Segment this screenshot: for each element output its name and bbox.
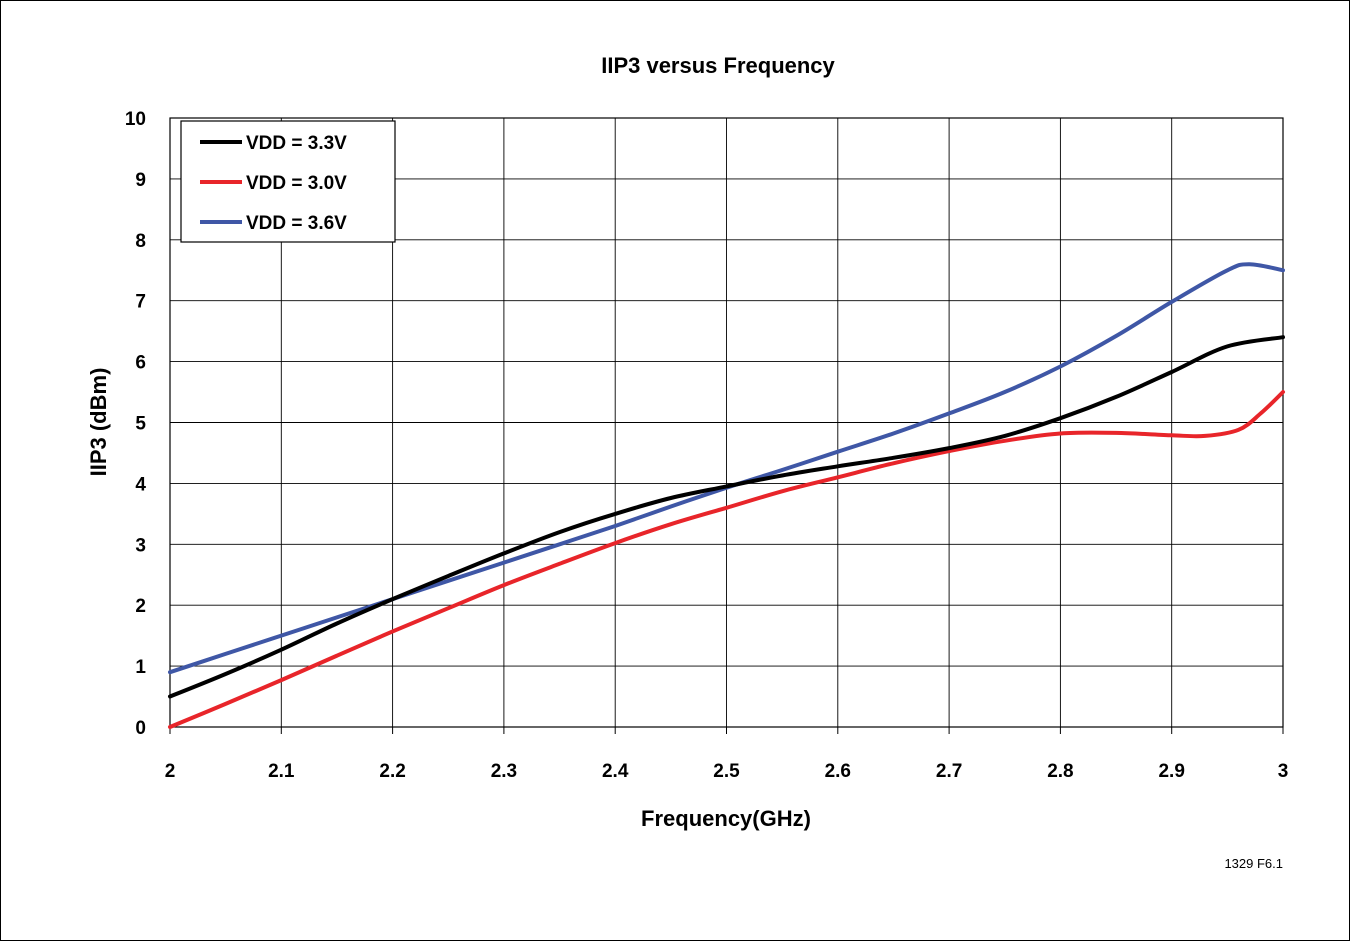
chart-title: IIP3 versus Frequency bbox=[601, 53, 835, 78]
x-tick-label: 2.8 bbox=[1047, 761, 1073, 782]
y-tick-label: 3 bbox=[135, 535, 146, 556]
y-axis-label: IIP3 (dBm) bbox=[86, 368, 111, 477]
y-tick-label: 9 bbox=[135, 170, 146, 191]
x-tick-label: 2 bbox=[165, 761, 176, 782]
y-tick-labels: 0 1 2 3 4 5 6 7 8 9 10 bbox=[125, 109, 147, 739]
y-tick-label: 10 bbox=[125, 109, 146, 130]
legend: VDD = 3.3V VDD = 3.0V VDD = 3.6V bbox=[180, 120, 396, 243]
series-lines bbox=[168, 262, 1285, 729]
x-tick-label: 3 bbox=[1278, 761, 1289, 782]
x-tick-label: 2.9 bbox=[1158, 761, 1184, 782]
figure-id-note: 1329 F6.1 bbox=[1224, 856, 1283, 871]
y-tick-label: 5 bbox=[135, 414, 146, 435]
x-tick-label: 2.3 bbox=[491, 761, 517, 782]
y-tick-label: 2 bbox=[135, 596, 146, 617]
y-tick-label: 7 bbox=[135, 292, 146, 313]
x-tick-label: 2.2 bbox=[379, 761, 405, 782]
legend-label-2: VDD = 3.6V bbox=[246, 213, 347, 234]
legend-label-1: VDD = 3.0V bbox=[246, 173, 347, 194]
x-tick-label: 2.6 bbox=[825, 761, 851, 782]
legend-label-0: VDD = 3.3V bbox=[246, 133, 347, 154]
x-axis-label: Frequency(GHz) bbox=[641, 806, 811, 831]
y-tick-label: 4 bbox=[135, 474, 146, 495]
y-tick-label: 8 bbox=[135, 231, 146, 252]
x-tick-label: 2.5 bbox=[713, 761, 740, 782]
x-tick-label: 2.4 bbox=[602, 761, 629, 782]
x-tick-labels: 2 2.1 2.2 2.3 2.4 2.5 2.6 2.7 2.8 2.9 3 bbox=[165, 761, 1289, 782]
plot-area-border bbox=[169, 117, 1284, 728]
y-tick-label: 6 bbox=[135, 353, 146, 374]
series-line-1 bbox=[168, 390, 1285, 729]
x-tick-label: 2.7 bbox=[936, 761, 962, 782]
series-line-0 bbox=[168, 335, 1285, 699]
x-tick-label: 2.1 bbox=[268, 761, 295, 782]
y-tick-label: 0 bbox=[135, 718, 146, 739]
series-line-2 bbox=[168, 262, 1285, 675]
y-tick-label: 1 bbox=[135, 657, 146, 678]
